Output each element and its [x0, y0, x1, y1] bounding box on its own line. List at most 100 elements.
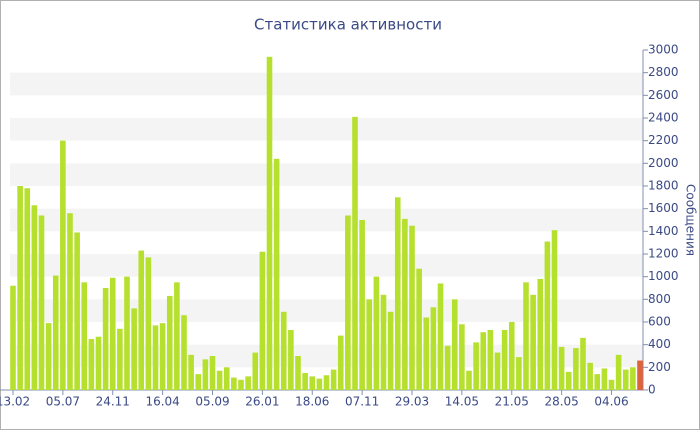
x-tick-label: 26.01 [245, 395, 279, 409]
y-tick-label: 2000 [648, 156, 679, 170]
bar [202, 359, 209, 390]
bar [280, 311, 287, 390]
y-tick-label: 2200 [648, 133, 679, 147]
bar [252, 352, 259, 390]
bar [295, 356, 301, 390]
bar [38, 215, 45, 390]
bar [601, 368, 608, 390]
bar [74, 232, 80, 390]
bar [345, 215, 351, 390]
y-tick-label: 0 [648, 383, 656, 397]
y-tick-label: 1800 [648, 179, 679, 193]
bar [615, 354, 622, 390]
y-tick-label: 1600 [648, 201, 679, 215]
y-tick-label: 3000 [648, 43, 679, 57]
bar [17, 186, 23, 390]
bar [337, 335, 344, 390]
bar [508, 322, 515, 390]
x-tick-label: 24.11 [96, 395, 130, 409]
bar [166, 295, 173, 390]
y-tick-label: 1200 [648, 247, 679, 261]
bar [209, 356, 216, 390]
bar [487, 329, 494, 390]
bar [423, 317, 430, 390]
bar [594, 374, 601, 390]
y-tick-label: 2600 [648, 88, 679, 102]
bar [302, 373, 308, 390]
bar [451, 299, 458, 390]
bar [587, 362, 593, 390]
bar [88, 339, 95, 390]
bar [52, 275, 59, 390]
grid-band [10, 118, 643, 141]
bar [473, 342, 479, 390]
bar [231, 377, 237, 390]
x-tick-label: 05.09 [195, 395, 229, 409]
x-tick-label: 18.06 [295, 395, 329, 409]
bar [402, 218, 408, 390]
x-tick-label: 13.02 [0, 395, 30, 409]
bar [117, 328, 123, 390]
bar [565, 371, 572, 390]
bar [145, 257, 152, 390]
bar [459, 324, 465, 390]
bar [181, 315, 187, 390]
y-tick-label: 800 [648, 292, 671, 306]
bar [288, 329, 294, 390]
bar [608, 379, 615, 390]
bar [359, 220, 365, 390]
bar [81, 282, 88, 390]
x-tick-label: 16.04 [145, 395, 179, 409]
bar [466, 370, 472, 390]
grid-band [10, 72, 643, 96]
bar [10, 285, 16, 390]
bar [501, 329, 508, 390]
bar [273, 158, 280, 390]
bar [152, 325, 159, 390]
bar [416, 268, 422, 390]
grid-band [10, 208, 643, 232]
bar [637, 360, 643, 390]
bar [131, 308, 137, 390]
bar [245, 376, 251, 390]
bar [259, 251, 266, 390]
bar [352, 116, 358, 390]
bar [102, 288, 109, 390]
bar [323, 375, 330, 390]
bar [544, 241, 551, 390]
bar [558, 346, 565, 390]
grid-band [10, 254, 643, 277]
bar [266, 56, 273, 391]
bar [537, 278, 544, 390]
x-tick-label: 14.05 [445, 395, 479, 409]
bar [159, 323, 166, 390]
bar [67, 213, 73, 390]
bar [124, 276, 130, 390]
bar [573, 348, 579, 390]
bar [174, 282, 180, 390]
bar [24, 188, 31, 390]
y-tick-label: 2800 [648, 65, 679, 79]
x-tick-label: 05.07 [46, 395, 80, 409]
bar [444, 345, 451, 390]
bar [216, 370, 223, 390]
bar [523, 282, 529, 390]
bar [480, 332, 487, 390]
y-tick-label: 1000 [648, 269, 679, 283]
bar [188, 354, 194, 390]
bar [373, 276, 380, 390]
bar [95, 336, 102, 390]
bar [330, 369, 337, 390]
y-tick-label: 600 [648, 315, 671, 329]
bar [45, 323, 52, 390]
y-tick-label: 1400 [648, 224, 679, 238]
grid-band [10, 163, 643, 186]
bar [551, 230, 558, 390]
bar [394, 197, 401, 390]
y-tick-label: 200 [648, 360, 671, 374]
bar [316, 378, 323, 390]
bar [380, 294, 387, 390]
bar [530, 294, 536, 390]
bar [60, 140, 66, 390]
